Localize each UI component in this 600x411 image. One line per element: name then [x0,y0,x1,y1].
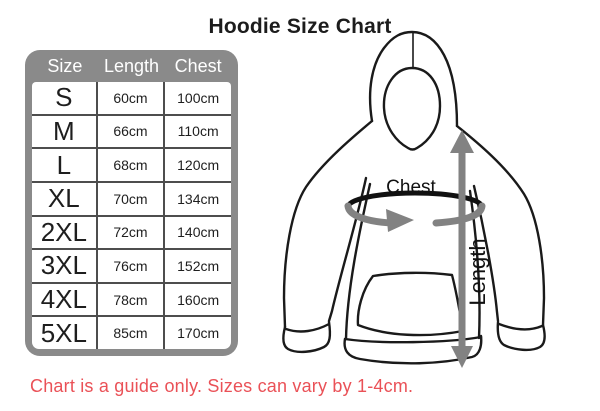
value-cell: 78cm [98,283,166,316]
length-arrowhead-down-icon [451,346,473,368]
value-cell: 110cm [177,123,219,140]
hem-top-line [343,335,483,344]
hood-face-opening-path [382,66,442,151]
chest-curved-arrow-left [344,202,397,227]
value-cell: 76cm [98,250,166,282]
page-title: Hoodie Size Chart [208,15,392,38]
table-row: 5XL 85cm 170cm [32,317,231,349]
length-label: Length [465,238,490,305]
left-inner-sleeve-path [327,176,368,323]
table-row: 2XL 72cm 140cm [32,216,231,251]
table-row: XL 70cm 134cm [32,182,231,217]
size-table-body: S 60cm 100cm M 66cm 110cm L 68cm 120cm XL 70cm 134c… [32,82,231,349]
value-cell: 72cm [98,216,166,249]
chest-label: Chest [386,177,436,198]
column-header-chest: Chest [174,55,222,76]
right-cuff-path [496,320,546,352]
size-table: Size Length Chest S 60cm 100cm M 66cm 110cm L 6… [25,50,238,356]
value-cell: 100cm [177,89,220,106]
pocket-path [356,271,465,337]
table-row: 4XL 78cm 160cm [32,283,231,318]
size-cell: 4XL [32,283,98,316]
value-cell: 140cm [177,224,220,241]
value-cell: 170cm [177,325,220,342]
size-cell: S [32,82,98,114]
size-cell: 2XL [32,216,98,249]
table-row: S 60cm 100cm [32,82,231,116]
hem-band-path [343,334,483,365]
table-row: M 66cm 110cm [32,115,231,150]
hoodie-diagram: Chest Length [282,30,546,368]
left-shoulder-sleeve-path [282,119,374,329]
value-cell: 152cm [177,257,220,274]
chest-arrowhead-icon [386,209,414,232]
value-cell: 60cm [98,82,166,114]
value-cell: 120cm [177,157,220,174]
value-cell: 85cm [98,317,166,349]
table-row: 3XL 76cm 152cm [32,250,231,284]
size-cell: XL [32,182,98,215]
length-arrowhead-up-icon [450,130,474,153]
hood-outline-path [368,30,459,128]
value-cell: 66cm [98,115,166,148]
table-row: L 68cm 120cm [32,149,231,183]
chest-ellipse-arc [345,190,485,210]
value-cell: 160cm [177,291,220,308]
size-cell: 3XL [32,250,98,282]
column-header-length: Length [103,55,160,76]
chest-curved-arrow-right [432,202,486,227]
right-shoulder-sleeve-path [455,124,546,327]
value-cell: 134cm [177,190,220,207]
table-header-row: Size Length Chest [32,50,231,82]
value-cell: 68cm [98,149,166,181]
size-cell: L [32,149,98,181]
column-header-size: Size [47,55,83,76]
left-body-side-path [344,182,372,341]
size-cell: M [32,115,98,148]
size-cell: 5XL [32,317,98,349]
right-body-side-path [468,189,481,340]
value-cell: 70cm [98,182,166,215]
left-cuff-path [282,320,332,354]
disclaimer-text: Chart is a guide only. Sizes can vary by… [30,376,414,396]
